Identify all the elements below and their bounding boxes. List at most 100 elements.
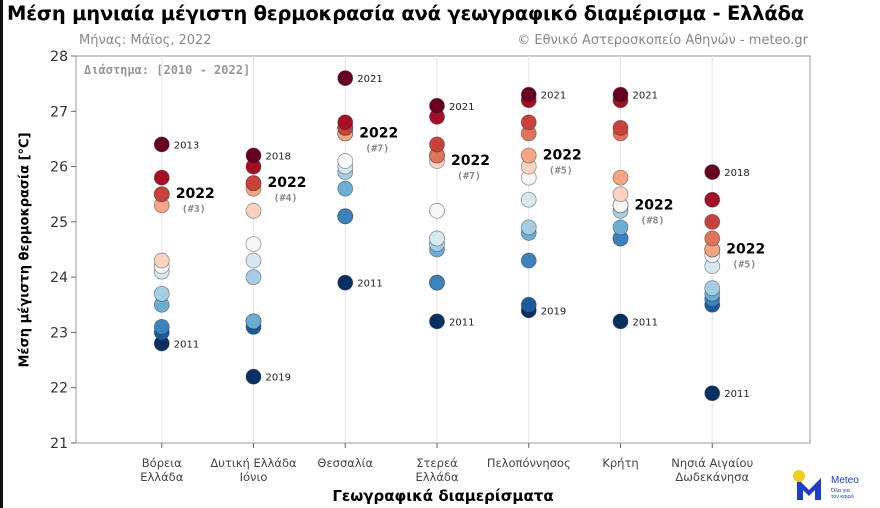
logo-tagline: Όλα για τον καιρό xyxy=(831,488,854,500)
data-point xyxy=(704,213,721,230)
data-point xyxy=(337,180,354,197)
min-year-label: 2011 xyxy=(174,339,199,350)
x-tick-label: Δυτική Ελλάδα xyxy=(210,456,297,470)
data-point xyxy=(612,313,629,330)
x-tick-label: Θεσσαλία xyxy=(317,456,373,470)
y-tick-label: 23 xyxy=(50,325,68,341)
data-point xyxy=(520,86,537,103)
min-year-label: 2011 xyxy=(724,389,749,400)
plot-frame xyxy=(75,55,811,444)
max-year-label: 2013 xyxy=(174,140,199,151)
current-year-label: 2022 xyxy=(359,125,398,141)
y-tick-label: 27 xyxy=(50,104,68,120)
meteo-logo: Meteo Όλα για τον καιρό xyxy=(791,466,880,506)
data-point xyxy=(337,153,354,169)
data-point xyxy=(520,147,537,164)
current-rank-label: (#7) xyxy=(365,143,389,154)
y-tick-label: 28 xyxy=(50,49,68,65)
current-year-label: 2022 xyxy=(268,175,307,191)
data-point xyxy=(153,285,170,302)
current-year-label: 2022 xyxy=(176,186,215,202)
data-point xyxy=(520,219,537,236)
data-point xyxy=(612,169,629,186)
data-point xyxy=(704,385,721,402)
data-point xyxy=(520,191,537,208)
data-point xyxy=(337,70,354,87)
data-point xyxy=(245,269,262,286)
data-point xyxy=(245,252,262,269)
data-point xyxy=(520,296,537,313)
data-point xyxy=(153,318,170,335)
current-rank-label: (#4) xyxy=(273,193,297,204)
data-point xyxy=(612,219,629,236)
current-rank-label: (#7) xyxy=(457,171,481,182)
data-point xyxy=(704,280,721,297)
min-year-label: 2019 xyxy=(541,306,566,317)
y-tick-label: 24 xyxy=(50,270,68,286)
max-year-label: 2021 xyxy=(541,91,566,102)
min-year-label: 2011 xyxy=(357,279,382,290)
data-point xyxy=(704,191,721,208)
data-point xyxy=(337,208,354,225)
data-point xyxy=(704,164,721,181)
data-point xyxy=(612,86,629,103)
data-point xyxy=(245,175,262,192)
y-tick-label: 25 xyxy=(50,215,68,231)
data-point xyxy=(429,230,445,247)
data-point xyxy=(520,252,537,269)
x-tick-label: Κρήτη xyxy=(602,456,638,470)
data-point xyxy=(612,186,629,203)
min-year-label: 2011 xyxy=(633,317,658,328)
data-point xyxy=(612,119,629,136)
x-tick-label: Πελοπόννησος xyxy=(487,456,571,470)
current-rank-label: (#5) xyxy=(732,260,756,271)
scatter-plot: 21 22 23 24 25 26 27 28 Διάστημα: [2010 - 2022] Β… xyxy=(50,49,811,484)
x-tick-label: Στερεά xyxy=(416,456,458,470)
y-tick-label: 21 xyxy=(50,436,68,452)
data-point xyxy=(245,236,262,252)
max-year-label: 2018 xyxy=(724,168,749,179)
x-tick-label: Νησιά Αιγαίου xyxy=(671,456,753,470)
y-tick-label: 22 xyxy=(50,381,68,397)
data-point xyxy=(337,274,354,291)
current-rank-label: (#3) xyxy=(182,204,206,215)
data-point xyxy=(429,136,445,153)
x-tick-label: Ελλάδα xyxy=(415,470,458,484)
max-year-label: 2021 xyxy=(449,102,474,113)
data-point xyxy=(153,169,170,186)
current-year-label: 2022 xyxy=(726,242,765,258)
current-year-label: 2022 xyxy=(543,148,582,164)
max-year-label: 2021 xyxy=(633,91,658,102)
min-year-label: 2011 xyxy=(449,317,474,328)
credit-text: © Εθνικό Αστεροσκοπείο Αθηνών - meteo.gr xyxy=(517,33,808,48)
current-rank-label: (#8) xyxy=(640,215,664,226)
data-point xyxy=(520,114,537,131)
current-year-label: 2022 xyxy=(635,197,674,213)
current-year-label: 2022 xyxy=(451,153,490,169)
data-point xyxy=(429,202,445,219)
x-tick-label: Δωδεκάνησα xyxy=(675,470,749,484)
logo-name: Meteo xyxy=(831,475,859,486)
month-subtitle: Μήνας: Μάϊος, 2022 xyxy=(79,33,212,48)
max-year-label: 2021 xyxy=(357,74,382,85)
x-tick-label: Ιόνιο xyxy=(240,470,268,484)
data-point xyxy=(429,313,445,330)
meteo-logo-mark xyxy=(793,470,821,500)
y-tick-label: 26 xyxy=(50,160,68,176)
min-year-label: 2019 xyxy=(266,373,291,384)
data-point xyxy=(429,97,445,114)
data-point xyxy=(429,274,445,291)
x-tick-label: Βόρεια xyxy=(142,456,182,470)
data-point xyxy=(245,147,262,164)
data-point xyxy=(704,230,721,247)
data-point xyxy=(245,313,262,330)
data-point xyxy=(337,114,354,131)
data-point xyxy=(245,202,262,219)
x-tick-label: Ελλάδα xyxy=(140,470,183,484)
x-axis-label: Γεωγραφικά διαμερίσματα xyxy=(332,487,554,505)
data-point xyxy=(153,186,170,203)
data-point xyxy=(245,368,262,385)
max-year-label: 2018 xyxy=(266,152,291,163)
chart-title: Μέση μηνιαία μέγιστη θερμοκρασία ανά γεω… xyxy=(7,2,804,25)
